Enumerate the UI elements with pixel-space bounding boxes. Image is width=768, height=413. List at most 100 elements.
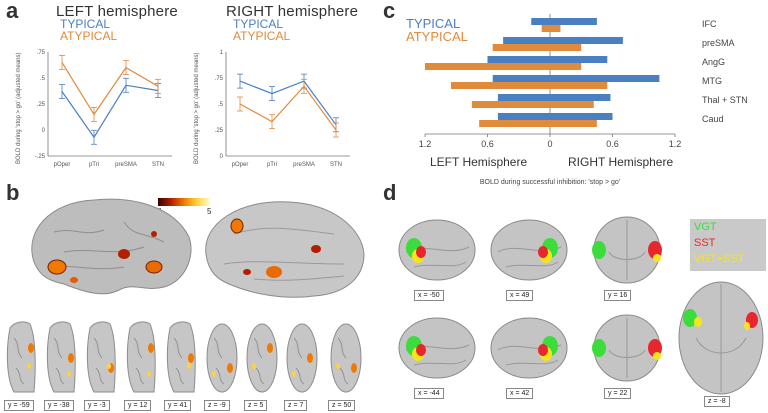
right-xtick: STN [330,162,342,168]
legend-typical-left: TYPICAL [60,17,111,31]
right-series-line [239,80,337,126]
d-slice-image [398,219,476,281]
bar-left-0 [503,37,550,44]
bar-xtick: 0.6 [481,139,494,149]
vgt-legend: VGT SST VGT+SST [690,219,766,271]
bar-right-0 [550,56,608,63]
bar-category: preSMA [702,38,735,48]
slice-d-axial: z = -8 [676,278,766,408]
bar-category: Thal + STN [702,95,748,105]
slice-image [330,323,362,393]
slice-b-label: z = 5 [244,400,268,411]
right-series-line [239,85,337,131]
slice-d-axial-label: z = -8 [704,396,730,407]
right-ytick: 0 [220,154,224,160]
scale-max: 5 [207,207,212,216]
right-hemisphere-label: RIGHT Hemisphere [568,155,673,169]
slice-b-label: y = -59 [4,400,34,411]
right-ytick: .5 [218,102,224,108]
bar-left-0 [497,113,550,120]
slice-b-label: y = -38 [44,400,74,411]
bar-xtick: 0.6 [606,139,619,149]
bar-category: MTG [702,76,722,86]
bar-left-1 [425,63,550,70]
bar-xtick: 1.2 [419,139,432,149]
slice-b-label: y = 12 [124,400,152,411]
left-line-chart: BOLD during 'stop > go' (adjusted means)… [16,50,172,168]
slice-d-label: y = 22 [604,388,632,399]
slice-b-7: z = 7 [284,318,320,411]
bar-right-1 [550,82,608,89]
bar-left-0 [497,94,550,101]
slice-image [126,321,156,393]
left-xtick: pTri [89,162,99,168]
slice-d-3: x = -44 [394,310,480,400]
bar-right-0 [550,94,611,101]
bar-left-1 [541,25,550,32]
left-ytick: .5 [40,76,46,82]
slice-b-4: y = 41 [164,318,200,411]
bar-category: IFC [702,19,717,29]
right-hemisphere-title: RIGHT hemisphere [226,3,359,20]
d-slice-image [490,317,568,379]
legend-typical-c: TYPICAL [406,16,461,31]
right-medial-brain [205,201,365,298]
axial-image [678,281,764,395]
bar-category: AngG [702,57,725,67]
panel-d-letter: d [383,180,397,205]
slice-b-label: z = 50 [328,400,356,411]
bar-right-1 [550,101,594,108]
panel-a-letter: a [6,0,19,23]
bar-xlabel: BOLD during successful inhibition: 'stop… [480,179,620,186]
slice-d-label: x = 42 [506,388,534,399]
slice-b-6: z = 5 [244,318,280,411]
slice-d-label: y = 16 [604,290,632,301]
colorbar [158,198,210,206]
left-series-line [61,62,159,116]
slice-image [6,321,36,393]
slice-d-label: x = -44 [414,388,444,399]
left-xtick: STN [152,162,164,168]
right-xtick: preSMA [293,162,315,168]
slice-b-label: y = 41 [164,400,192,411]
legend-vgt: VGT [694,221,717,233]
bar-right-1 [550,120,597,127]
right-ytick: .75 [215,76,224,82]
bar-left-0 [531,18,550,25]
right-xtick: pOper [232,162,249,168]
slice-d-label: x = 49 [506,290,534,301]
left-lateral-brain [31,198,192,295]
legend-atypical-c: ATYPICAL [406,29,468,44]
bar-left-1 [471,101,550,108]
bar-category: Caud [702,114,724,124]
slice-image [46,321,76,393]
legend-typical-right: TYPICAL [233,17,284,31]
left-ytick: -.25 [35,154,46,160]
slice-d-4: x = 42 [486,310,572,400]
slice-image [246,323,278,393]
left-hemisphere-label: LEFT Hemisphere [430,155,527,169]
d-slice-image [592,314,662,382]
right-line-chart: BOLD during 'stop > go' (adjusted means)… [194,50,350,168]
left-xtick: pOper [54,162,71,168]
slice-image [286,323,318,393]
d-slice-image [490,219,568,281]
bar-chart: 1.2 0.6 0 0.6 1.2 IFC preSMA AngG MTG Thal + STN C… [419,14,748,186]
right-xtick: pTri [267,162,277,168]
bar-left-1 [479,120,550,127]
bar-right-0 [550,113,613,120]
slice-image [166,321,196,393]
slice-image [206,323,238,393]
panel-c-letter: c [383,0,396,23]
left-ytick: 0 [42,128,46,134]
slice-b-3: y = 12 [124,318,160,411]
slice-b-label: z = -9 [204,400,230,411]
slice-image [86,321,116,393]
right-ytick: 1 [220,50,224,56]
legend-sst: SST [694,237,716,249]
slice-d-label: x = -50 [414,290,444,301]
bar-left-0 [492,75,550,82]
left-ytick: .25 [37,102,46,108]
bar-xtick: 0 [547,139,552,149]
slice-b-1: y = -38 [44,318,80,411]
